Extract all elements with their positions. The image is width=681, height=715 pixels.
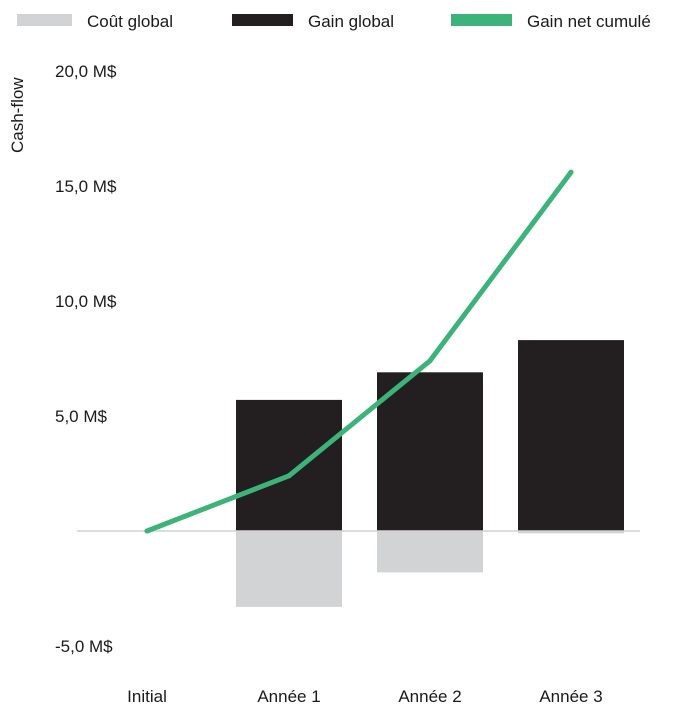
point-gain-net-cumule-annee-2: [427, 358, 433, 364]
x-tick-label-annee-2: Année 2: [398, 687, 461, 706]
y-tick-label: -5,0 M$: [55, 637, 113, 656]
legend: Coût global Gain global Gain net cumulé: [17, 12, 651, 31]
point-gain-net-cumule-annee-3: [568, 169, 574, 175]
x-tick-label-initial: Initial: [127, 687, 167, 706]
x-tick-label-annee-3: Année 3: [539, 687, 602, 706]
bar-cout-global-annee-1: [236, 531, 342, 607]
legend-item-gain-global: Gain global: [232, 12, 394, 31]
line-gain-net-cumule: [144, 169, 574, 534]
legend-label-gain-net-cumule: Gain net cumulé: [527, 12, 651, 31]
legend-item-gain-net-cumule: Gain net cumulé: [451, 12, 651, 31]
line-series: [144, 169, 574, 534]
y-tick-label: 15,0 M$: [55, 177, 117, 196]
legend-item-cout-global: Coût global: [17, 12, 173, 31]
x-axis-ticks: Initial Année 1 Année 2 Année 3: [127, 687, 603, 706]
y-tick-label: 10,0 M$: [55, 292, 117, 311]
legend-swatch-gain-net-cumule: [451, 14, 512, 26]
y-axis-title: Cash-flow: [8, 77, 27, 153]
bars: [236, 340, 624, 607]
legend-swatch-gain-global: [232, 14, 293, 26]
bar-gain-global-annee-1: [236, 399, 342, 531]
bar-gain-global-annee-2: [377, 372, 483, 531]
x-tick-label-annee-1: Année 1: [257, 687, 320, 706]
legend-label-cout-global: Coût global: [87, 12, 173, 31]
bar-cout-global-annee-3: [518, 531, 624, 534]
point-gain-net-cumule-annee-1: [286, 473, 292, 479]
bar-cout-global-annee-2: [377, 531, 483, 573]
bar-gain-global-annee-3: [518, 340, 624, 531]
legend-label-gain-global: Gain global: [308, 12, 394, 31]
y-tick-label: 5,0 M$: [55, 407, 108, 426]
y-axis-ticks: -5,0 M$ 5,0 M$ 10,0 M$ 15,0 M$ 20,0 M$: [55, 62, 117, 656]
y-tick-label: 20,0 M$: [55, 62, 117, 81]
point-gain-net-cumule-initial: [144, 528, 150, 534]
legend-swatch-cout-global: [17, 14, 72, 26]
